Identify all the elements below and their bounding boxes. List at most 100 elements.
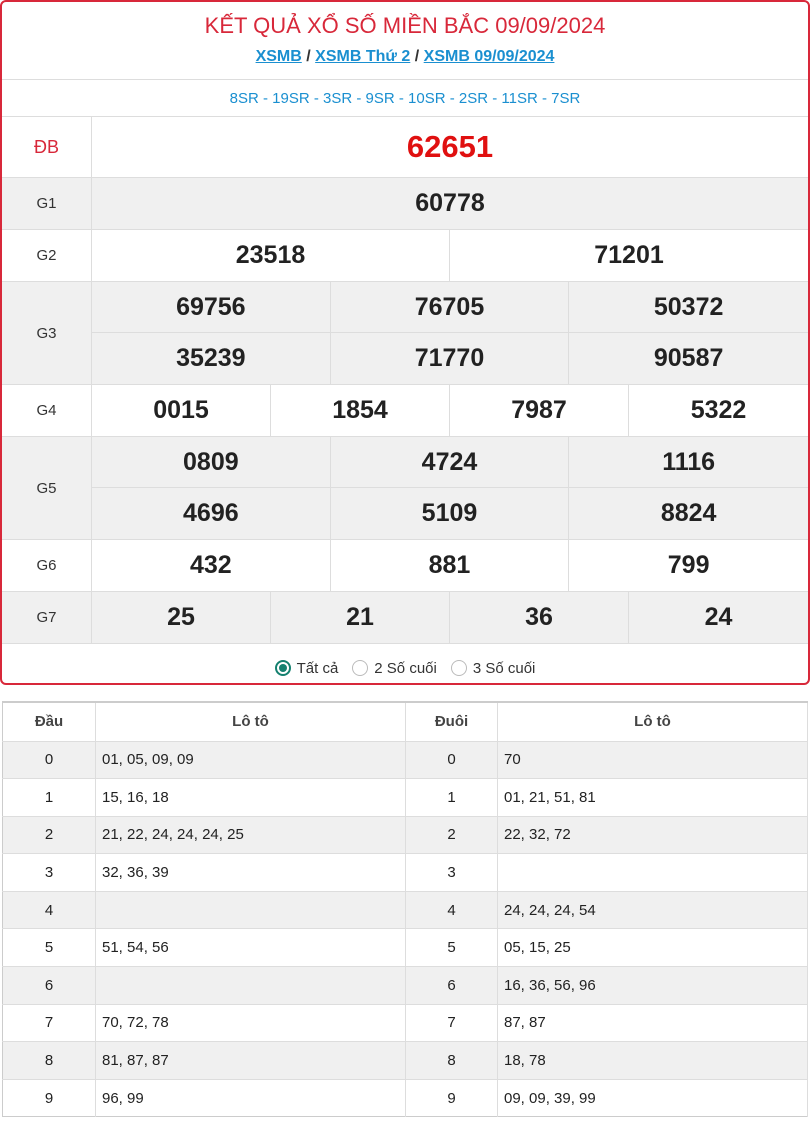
- page-title: KẾT QUẢ XỔ SỐ MIỀN BẮC 09/09/2024: [204, 13, 606, 38]
- table-row: 3 32, 36, 39 3: [2, 853, 808, 892]
- prize-number: 24: [629, 592, 808, 643]
- prize-number: 69756: [92, 282, 331, 333]
- prize-number: 23518: [92, 230, 450, 281]
- duoi-cell: 6: [405, 966, 498, 1005]
- breadcrumb-separator: /: [306, 48, 311, 65]
- prize-number: 71201: [450, 230, 808, 281]
- loto-cell: 81, 87, 87: [95, 1041, 406, 1080]
- filter-label: Tất cả: [296, 659, 339, 677]
- prize-number: 62651: [92, 117, 808, 177]
- table-row: 1 15, 16, 18 1 01, 21, 51, 81: [2, 778, 808, 817]
- duoi-cell: 2: [405, 815, 498, 854]
- radio-unchecked-icon[interactable]: [450, 660, 467, 676]
- duoi-cell: 4: [405, 890, 498, 929]
- prize-row-g3: G3 69756 76705 50372 35239 71770 90587: [2, 282, 808, 385]
- loto-cell: 16, 36, 56, 96: [497, 966, 808, 1005]
- prize-number: 7987: [450, 385, 629, 436]
- prize-row-đb: ĐB 62651: [2, 117, 808, 178]
- breadcrumb-xsmb[interactable]: XSMB: [255, 48, 302, 65]
- table-row: 9 96, 99 9 09, 09, 39, 99: [2, 1078, 808, 1117]
- dau-cell: 1: [2, 778, 96, 817]
- prize-number: 36: [450, 592, 629, 643]
- prize-number: 0809: [92, 437, 331, 488]
- prize-row-g2: G2 23518 71201: [2, 230, 808, 282]
- dau-cell: 8: [2, 1041, 96, 1080]
- prize-number: 4724: [330, 437, 570, 488]
- prize-number: 76705: [330, 282, 570, 333]
- loto-cell: [497, 853, 808, 892]
- prize-number: 4696: [92, 488, 331, 539]
- duoi-cell: 0: [405, 740, 498, 779]
- prize-row-g4: G4 0015 1854 7987 5322: [2, 385, 808, 437]
- prize-number: 90587: [569, 333, 808, 384]
- prize-table: ĐB 62651 G1 60778 G2 23518 71201 G3 69756 76705 50…: [2, 117, 808, 644]
- radio-checked-icon[interactable]: [274, 660, 291, 676]
- header-loto: Lô tô: [95, 702, 406, 741]
- loto-cell: 05, 15, 25: [497, 928, 808, 967]
- prize-label: G2: [2, 230, 92, 281]
- loto-cell: 21, 22, 24, 24, 24, 25: [95, 815, 406, 854]
- prize-number: 1116: [569, 437, 808, 488]
- prize-number: 21: [271, 592, 450, 643]
- loto-cell: 01, 21, 51, 81: [497, 778, 808, 817]
- loto-cell: 22, 32, 72: [497, 815, 808, 854]
- dau-cell: 7: [2, 1003, 96, 1042]
- table-row: 2 21, 22, 24, 24, 24, 25 2 22, 32, 72: [2, 815, 808, 854]
- dau-cell: 0: [2, 740, 96, 779]
- prize-row-g1: G1 60778: [2, 178, 808, 230]
- prize-label: G1: [2, 178, 92, 229]
- filter-all[interactable]: Tất cả: [274, 659, 339, 677]
- duoi-cell: 3: [405, 853, 498, 892]
- prize-number: 881: [330, 540, 570, 591]
- header-dau: Đầu: [2, 702, 96, 741]
- table-row: 0 01, 05, 09, 09 0 70: [2, 740, 808, 779]
- header-duoi: Đuôi: [405, 702, 498, 741]
- header-loto: Lô tô: [497, 702, 808, 741]
- prize-number: 50372: [569, 282, 808, 333]
- loto-cell: 51, 54, 56: [95, 928, 406, 967]
- dau-cell: 2: [2, 815, 96, 854]
- loto-cell: 70, 72, 78: [95, 1003, 406, 1042]
- prize-number: 5109: [330, 488, 570, 539]
- duoi-cell: 1: [405, 778, 498, 817]
- radio-unchecked-icon[interactable]: [352, 660, 369, 676]
- prize-number: 5322: [629, 385, 808, 436]
- breadcrumb-xsmb-thu2[interactable]: XSMB Thứ 2: [315, 48, 411, 65]
- prize-label: G6: [2, 540, 92, 591]
- filter-2-digits[interactable]: 2 Số cuối: [352, 660, 437, 677]
- duoi-cell: 7: [405, 1003, 498, 1042]
- loto-table: Đầu Lô tô Đuôi Lô tô 0 01, 05, 09, 09 0 70 1…: [2, 701, 808, 1118]
- dau-cell: 9: [2, 1078, 96, 1117]
- prize-row-g5: G5 0809 4724 1116 4696 5109 8824: [2, 437, 808, 540]
- dau-cell: 4: [2, 890, 96, 929]
- results-panel: KẾT QUẢ XỔ SỐ MIỀN BẮC 09/09/2024 XSMB /…: [0, 0, 810, 685]
- prize-label: G4: [2, 385, 92, 436]
- prize-row-g6: G6 432 881 799: [2, 540, 808, 592]
- prize-number: 799: [569, 540, 808, 591]
- loto-cell: 70: [497, 740, 808, 779]
- prize-number: 0015: [92, 385, 271, 436]
- breadcrumb: XSMB / XSMB Thứ 2 / XSMB 09/09/2024: [2, 48, 808, 79]
- prize-number: 432: [92, 540, 331, 591]
- loto-cell: 96, 99: [95, 1078, 406, 1117]
- loto-cell: 87, 87: [497, 1003, 808, 1042]
- duoi-cell: 8: [405, 1041, 498, 1080]
- prize-number: 25: [92, 592, 271, 643]
- table-row: 4 4 24, 24, 24, 54: [2, 890, 808, 929]
- table-row: 8 81, 87, 87 8 18, 78: [2, 1041, 808, 1080]
- prize-label: G7: [2, 592, 92, 643]
- prize-label: ĐB: [2, 117, 92, 177]
- prize-number: 71770: [330, 333, 570, 384]
- table-row: 6 6 16, 36, 56, 96: [2, 966, 808, 1005]
- duoi-cell: 9: [405, 1078, 498, 1117]
- loto-cell: 09, 09, 39, 99: [497, 1078, 808, 1117]
- prize-number: 8824: [569, 488, 808, 539]
- breadcrumb-separator: /: [414, 48, 420, 65]
- loto-cell: 18, 78: [497, 1041, 808, 1080]
- filter-3-digits[interactable]: 3 Số cuối: [450, 660, 535, 677]
- table-row: 7 70, 72, 78 7 87, 87: [2, 1003, 808, 1042]
- prize-number: 60778: [92, 178, 808, 229]
- breadcrumb-xsmb-date[interactable]: XSMB 09/09/2024: [423, 48, 555, 65]
- loto-cell: 01, 05, 09, 09: [95, 740, 406, 779]
- prize-row-g7: G7 25 21 36 24: [2, 592, 808, 644]
